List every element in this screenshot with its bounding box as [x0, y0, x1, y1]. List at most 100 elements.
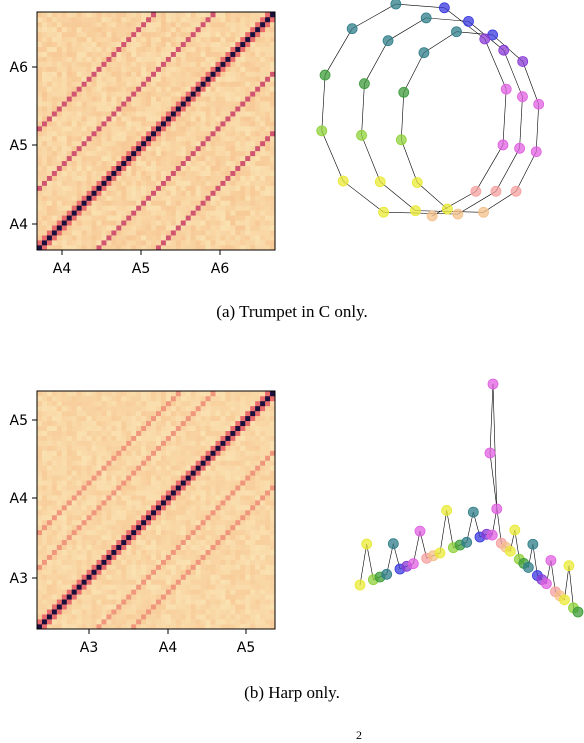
- heatmap-cell: [195, 609, 201, 615]
- heatmap-cell: [91, 405, 97, 412]
- heatmap-cell: [165, 549, 172, 555]
- heatmap-cell: [160, 91, 167, 97]
- heatmap-cell: [96, 410, 102, 417]
- ytick-a-0: A6: [10, 60, 29, 76]
- heatmap-cell: [230, 116, 236, 122]
- heatmap-cell: [116, 519, 122, 526]
- heatmap-cell: [111, 210, 117, 216]
- heatmap-cell: [170, 235, 177, 241]
- heatmap-cell: [126, 500, 132, 506]
- heatmap-cell: [146, 599, 152, 605]
- heatmap-cell: [255, 534, 261, 541]
- heatmap-cell: [76, 604, 82, 610]
- heatmap-cell: [71, 609, 77, 615]
- heatmap-cell: [225, 150, 231, 157]
- heatmap-cell: [160, 61, 167, 67]
- heatmap-cell: [235, 26, 241, 33]
- heatmap-cell: [175, 180, 182, 186]
- heatmap-cell: [101, 185, 107, 191]
- heatmap-cell: [106, 554, 112, 560]
- heatmap-cell: [215, 440, 221, 446]
- heatmap-cell: [210, 56, 216, 62]
- heatmap-cell: [151, 160, 157, 167]
- heatmap-cell: [265, 155, 271, 162]
- heatmap-cell: [101, 165, 107, 171]
- heatmap-cell: [81, 465, 87, 471]
- heatmap-cell: [76, 544, 82, 550]
- heatmap-cell: [220, 170, 226, 176]
- heatmap-cell: [165, 170, 172, 176]
- heatmap-cell: [66, 395, 73, 402]
- heatmap-cell: [126, 485, 132, 491]
- heatmap-cell: [160, 510, 167, 516]
- heatmap-cell: [190, 604, 196, 610]
- heatmap-cell: [156, 549, 162, 555]
- heatmap-cell: [195, 116, 201, 122]
- heatmap-cell: [46, 569, 53, 575]
- heatmap-cell: [71, 26, 77, 33]
- heatmap-cell: [37, 455, 43, 461]
- heatmap-cell: [131, 495, 137, 501]
- heatmap-cell: [71, 106, 77, 112]
- heatmap-cell: [185, 430, 192, 436]
- heatmap-cell: [91, 514, 97, 521]
- heatmap-cell: [71, 31, 77, 38]
- heatmap-cell: [160, 500, 167, 506]
- helix-point: [470, 185, 482, 197]
- heatmap-cell: [111, 126, 117, 132]
- heatmap-cell: [225, 101, 231, 107]
- heatmap-cell: [116, 594, 122, 600]
- heatmap-cell: [220, 579, 226, 585]
- heatmap-cell: [126, 12, 132, 18]
- heatmap-cell: [91, 160, 97, 167]
- heatmap-cell: [37, 26, 43, 33]
- heatmap-cell: [170, 200, 177, 206]
- heatmap-cell: [260, 96, 266, 102]
- heatmap-cell: [86, 205, 92, 211]
- heatmap-cell: [230, 106, 236, 112]
- heatmap-cell: [165, 584, 172, 590]
- heatmap-cell: [175, 170, 182, 176]
- heatmap-cell: [116, 465, 122, 471]
- heatmap-cell: [260, 12, 266, 18]
- heatmap-cell: [81, 140, 87, 147]
- heatmap-cell: [76, 410, 82, 417]
- heatmap-cell: [141, 480, 147, 486]
- heatmap-cell: [116, 589, 122, 595]
- heatmap-cell: [160, 564, 167, 570]
- heatmap-cell: [91, 106, 97, 112]
- heatmap-cell: [205, 131, 211, 137]
- heatmap-cell: [220, 121, 226, 127]
- heatmap-cell: [250, 405, 256, 412]
- heatmap-cell: [156, 240, 162, 246]
- helix-point: [504, 545, 516, 557]
- heatmap-cell: [151, 225, 157, 231]
- heatmap-cell: [86, 495, 92, 501]
- heatmap-cell: [37, 225, 43, 231]
- heatmap-cell: [245, 405, 251, 412]
- heatmap-cell: [235, 210, 241, 216]
- heatmap-cell: [250, 215, 256, 221]
- heatmap-cell: [61, 604, 68, 610]
- heatmap-cell: [151, 554, 157, 560]
- heatmap-cell: [230, 599, 236, 605]
- heatmap-cell: [165, 195, 172, 201]
- heatmap-cell: [170, 36, 177, 43]
- heatmap-cell: [91, 534, 97, 541]
- heatmap-cell: [116, 524, 122, 531]
- heatmap-cell: [56, 61, 63, 67]
- heatmap-cell: [210, 559, 216, 565]
- heatmap-cell: [86, 485, 92, 491]
- heatmap-cell: [101, 210, 107, 216]
- heatmap-cell: [96, 175, 102, 181]
- heatmap-cell: [71, 86, 77, 92]
- heatmap-cell: [195, 534, 201, 541]
- heatmap-cell: [156, 475, 162, 481]
- heatmap-cell: [136, 145, 142, 152]
- heatmap-cell: [260, 101, 266, 107]
- heatmap-cell: [41, 46, 48, 52]
- heatmap-cell: [81, 395, 87, 402]
- heatmap-cell: [141, 160, 147, 167]
- heatmap-cell: [210, 12, 216, 18]
- heatmap-cell: [220, 126, 226, 132]
